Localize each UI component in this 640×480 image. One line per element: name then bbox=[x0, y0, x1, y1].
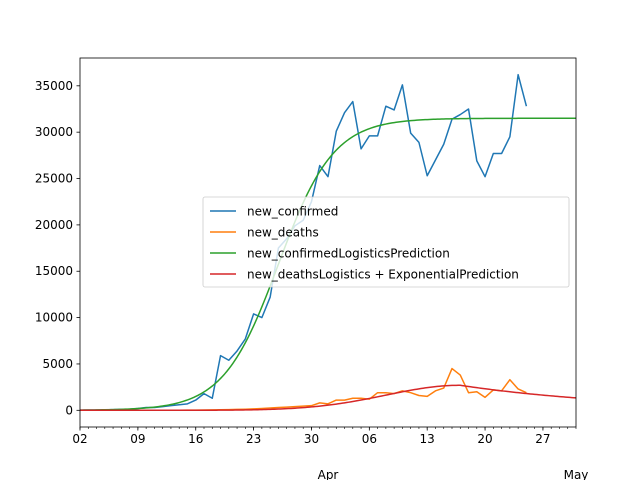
y-tick-label: 15000 bbox=[35, 264, 73, 278]
y-tick-label: 25000 bbox=[35, 172, 73, 186]
y-tick-label: 30000 bbox=[35, 125, 73, 139]
y-tick-label: 10000 bbox=[35, 311, 73, 325]
x-axis: 02 09 16 23 30 06 13 20 27 Apr May bbox=[72, 427, 588, 480]
series-line-new_confirmedLogisticsPrediction bbox=[79, 117, 576, 411]
x-month-label: Apr bbox=[318, 468, 339, 480]
x-tick-label: 20 bbox=[477, 432, 492, 446]
y-tick-label: 20000 bbox=[35, 218, 73, 232]
x-tick-label: 27 bbox=[535, 432, 550, 446]
legend-label: new_confirmed bbox=[247, 205, 338, 219]
legend-box bbox=[202, 196, 570, 288]
legend-label: new_deaths bbox=[247, 226, 319, 240]
y-axis: 0 5000 10000 15000 20000 25000 30000 35000 bbox=[35, 79, 80, 417]
y-tick-label: 0 bbox=[65, 403, 73, 417]
x-tick-label: 30 bbox=[304, 432, 319, 446]
legend: new_confirmed new_deaths new_confirmedLogi… bbox=[202, 196, 570, 288]
x-tick-label: 06 bbox=[362, 432, 377, 446]
x-tick-label: 16 bbox=[188, 432, 203, 446]
x-tick-label: 09 bbox=[130, 432, 145, 446]
x-tick-label: 02 bbox=[72, 432, 87, 446]
y-tick-label: 5000 bbox=[42, 357, 73, 371]
legend-label: new_deathsLogistics + ExponentialPredict… bbox=[247, 268, 519, 282]
series-line-new_deathsLogistics + ExponentialPrediction bbox=[80, 384, 577, 412]
x-tick-label: 13 bbox=[420, 432, 435, 446]
x-month-label: May bbox=[564, 468, 589, 480]
y-tick-label: 35000 bbox=[35, 79, 73, 93]
legend-label: new_confirmedLogisticsPrediction bbox=[247, 247, 450, 261]
series-line-new_deaths bbox=[80, 367, 527, 412]
x-tick-label: 23 bbox=[246, 432, 261, 446]
